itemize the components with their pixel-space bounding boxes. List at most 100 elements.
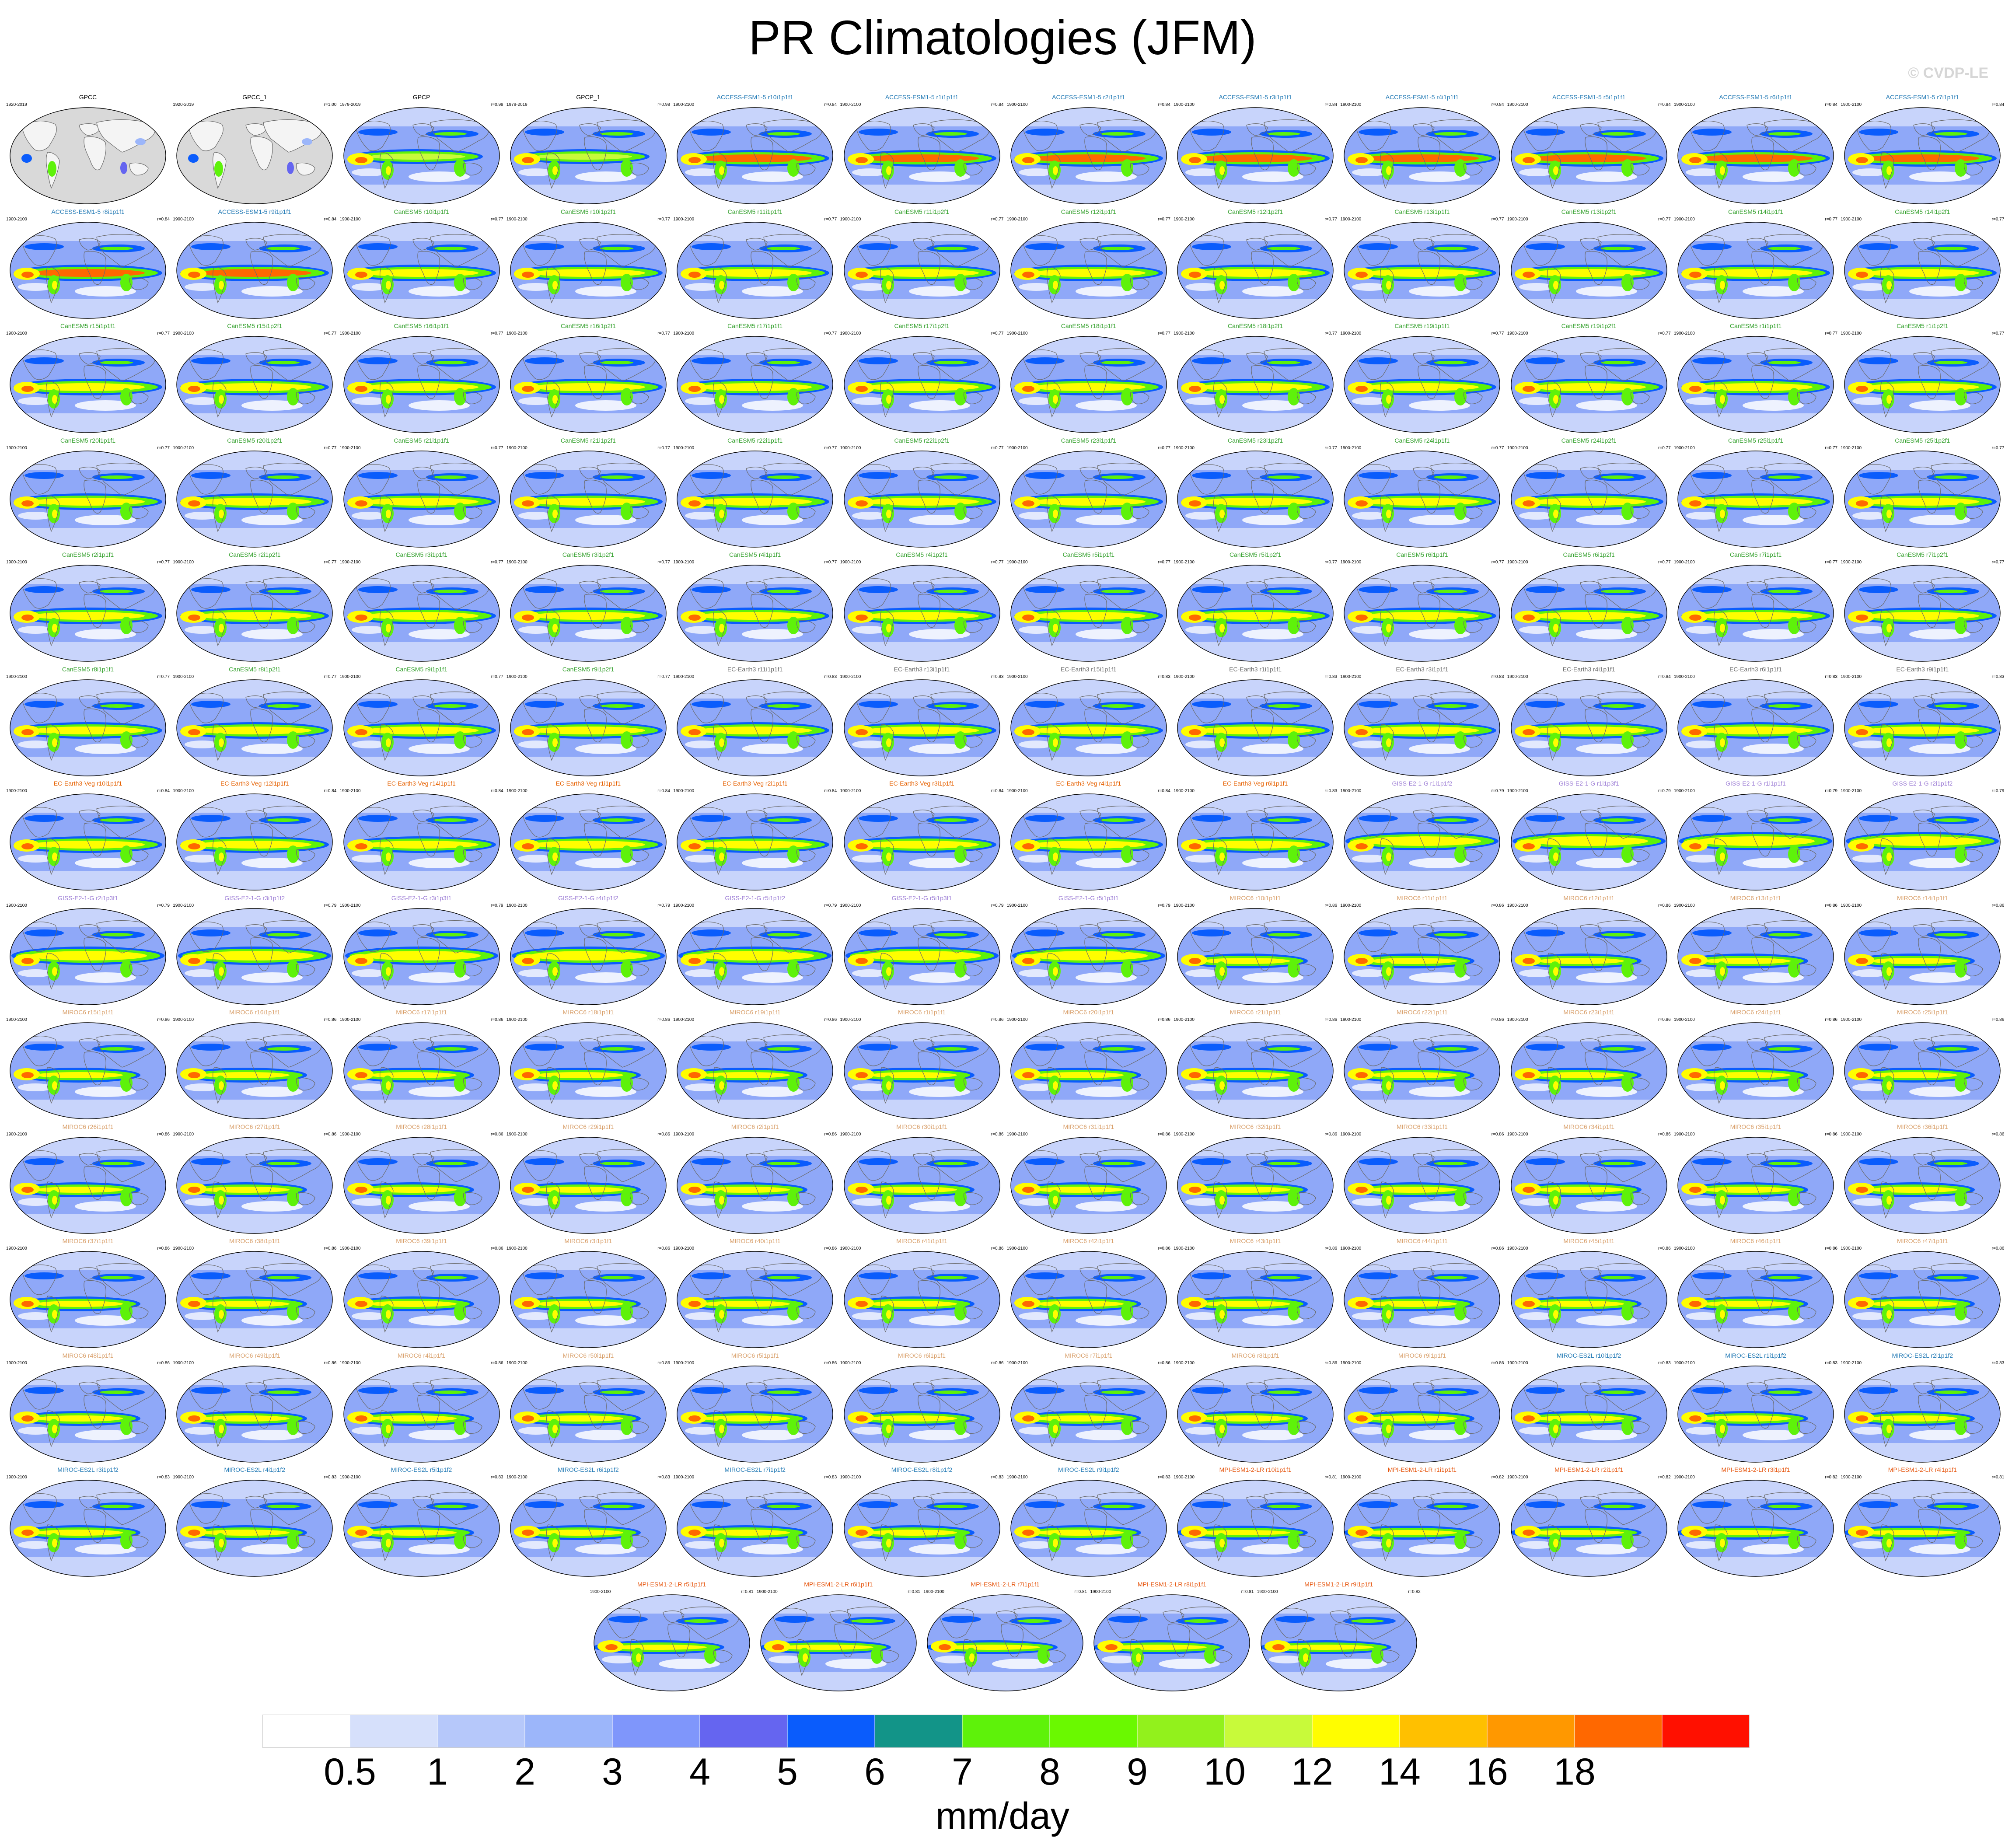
panel-title: ACCESS-ESM1-5 r6i1p1f1 <box>1719 94 1792 101</box>
precip-map <box>1844 565 2001 662</box>
panel-years: 1900-2100 <box>506 674 527 679</box>
panel-correlation: r=0.77 <box>490 331 503 336</box>
panel-years: 1900-2100 <box>6 1017 27 1022</box>
panel-correlation: r=0.77 <box>1658 560 1671 565</box>
panel-correlation: r=0.82 <box>1658 1475 1671 1480</box>
panel-title: MPI-ESM1-2-LR r10i1p1f1 <box>1219 1466 1292 1473</box>
panel-title: GISS-E2-1-G r2i1p3f1 <box>58 894 118 901</box>
panel-title: GPCC <box>79 94 97 101</box>
precip-map <box>1010 679 1167 776</box>
map-panel: ACCESS-ESM1-5 r2i1p1f1 1900-2100 r=0.84 <box>1006 94 1171 208</box>
precip-map <box>677 221 833 319</box>
colorbar-tick-label: 7 <box>952 1751 973 1793</box>
map-panel: CanESM5 r15i1p2f1 1900-2100 r=0.77 <box>172 322 337 437</box>
panel-title: CanESM5 r4i1p2f1 <box>896 551 948 558</box>
precip-map <box>1010 1022 1167 1119</box>
map-panel: CanESM5 r14i1p2f1 1900-2100 r=0.77 <box>1840 208 2005 323</box>
panel-title: CanESM5 r21i1p1f1 <box>394 437 449 444</box>
panel-years: 1900-2100 <box>1507 789 1528 793</box>
map-panel: MIROC6 r21i1p1f1 1900-2100 r=0.86 <box>1173 1009 1338 1123</box>
panel-correlation: r=0.86 <box>1324 1132 1338 1137</box>
panel-title: MIROC6 r42i1p1f1 <box>1063 1237 1114 1244</box>
panel-correlation: r=0.86 <box>490 1246 503 1251</box>
panel-correlation: r=0.81 <box>1324 1475 1338 1480</box>
precip-map <box>176 679 333 776</box>
panel-title: EC-Earth3-Veg r1i1p1f1 <box>555 780 621 787</box>
panel-title: CanESM5 r13i1p1f1 <box>1394 208 1450 215</box>
panel-years: 1900-2100 <box>1841 1246 1862 1251</box>
precip-map <box>843 221 1000 319</box>
panel-years: 1900-2100 <box>1006 1360 1028 1366</box>
panel-title: CanESM5 r7i1p1f1 <box>1729 551 1782 558</box>
map-panel: CanESM5 r20i1p1f1 1900-2100 r=0.77 <box>5 437 171 552</box>
precip-map <box>1177 1022 1334 1119</box>
panel-correlation: r=0.86 <box>157 1132 170 1137</box>
copyright-watermark: © CVDP-LE <box>1908 65 1988 81</box>
panel-title: CanESM5 r5i1p1f1 <box>1062 551 1114 558</box>
precip-map <box>510 565 667 662</box>
panel-correlation: r=0.77 <box>1658 331 1671 336</box>
panel-title: MPI-ESM1-2-LR r1i1p1f1 <box>1387 1466 1457 1473</box>
precip-map <box>1344 1022 1501 1119</box>
precip-map <box>1261 1594 1417 1691</box>
panel-years: 1900-2100 <box>339 217 361 222</box>
precip-map <box>1010 450 1167 548</box>
panel-years: 1900-2100 <box>1174 1475 1195 1480</box>
panel-years: 1900-2100 <box>339 674 361 679</box>
map-panel: MIROC6 r23i1p1f1 1900-2100 r=0.86 <box>1506 1009 1672 1123</box>
panel-years: 1900-2100 <box>1257 1589 1278 1594</box>
map-panel: MIROC6 r32i1p1f1 1900-2100 r=0.86 <box>1173 1123 1338 1238</box>
map-panel: CanESM5 r21i1p2f1 1900-2100 r=0.77 <box>506 437 671 552</box>
panel-correlation: r=0.79 <box>1158 903 1170 908</box>
precip-map <box>10 107 166 204</box>
panel-title: CanESM5 r5i1p2f1 <box>1229 551 1282 558</box>
colorbar-swatch <box>1224 1715 1313 1748</box>
colorbar-swatch <box>437 1715 525 1748</box>
map-panel: CanESM5 r14i1p1f1 1900-2100 r=0.77 <box>1673 208 1838 323</box>
panel-correlation: r=0.83 <box>824 1475 837 1480</box>
map-panel: ACCESS-ESM1-5 r10i1p1f1 1900-2100 r=0.84 <box>672 94 838 208</box>
panel-years: 1900-2100 <box>840 1017 861 1022</box>
precip-map <box>1844 679 2001 776</box>
map-panel: MIROC-ES2L r3i1p1f2 1900-2100 r=0.83 <box>5 1466 171 1581</box>
panel-years: 1900-2100 <box>1006 331 1028 336</box>
precip-map <box>176 1365 333 1463</box>
panel-years: 1900-2100 <box>506 1132 527 1137</box>
panel-title: CanESM5 r19i1p2f1 <box>1561 322 1617 329</box>
panel-correlation: r=0.77 <box>157 445 170 451</box>
precip-map <box>1677 565 1834 662</box>
panel-correlation: r=0.77 <box>324 560 337 565</box>
precip-map <box>510 450 667 548</box>
panel-correlation: r=0.77 <box>324 674 337 679</box>
precip-map <box>510 1022 667 1119</box>
panel-years: 1900-2100 <box>1841 903 1862 908</box>
panel-years: 1900-2100 <box>1006 445 1028 451</box>
panel-correlation: r=0.79 <box>1991 789 2005 793</box>
colorbar-tick-label: 4 <box>689 1751 710 1793</box>
panel-years: 1900-2100 <box>1340 217 1362 222</box>
precip-map <box>677 679 833 776</box>
panel-title: EC-Earth3 r11i1p1f1 <box>727 665 783 673</box>
panel-title: MIROC-ES2L r7i1p1f2 <box>724 1466 786 1473</box>
panel-years: 1900-2100 <box>1674 1360 1695 1366</box>
map-panel: EC-Earth3 r11i1p1f1 1900-2100 r=0.83 <box>672 666 838 780</box>
panel-title: MIROC6 r50i1p1f1 <box>562 1352 614 1359</box>
panel-title: ACCESS-ESM1-5 r4i1p1f1 <box>1385 94 1459 101</box>
precip-map <box>1510 679 1667 776</box>
panel-years: 1900-2100 <box>673 1360 695 1366</box>
panel-correlation: r=0.79 <box>991 903 1004 908</box>
precip-map <box>843 1365 1000 1463</box>
precip-map <box>1844 1136 2001 1234</box>
panel-correlation: r=0.81 <box>1991 1475 2005 1480</box>
panel-correlation: r=0.81 <box>741 1589 754 1594</box>
map-panel: ACCESS-ESM1-5 r3i1p1f1 1900-2100 r=0.84 <box>1173 94 1338 208</box>
panel-correlation: r=0.77 <box>157 674 170 679</box>
map-panel: MIROC6 r1i1p1f1 1900-2100 r=0.86 <box>839 1009 1005 1123</box>
panel-correlation: r=0.84 <box>157 789 170 793</box>
panel-title: MIROC6 r25i1p1f1 <box>1897 1009 1948 1016</box>
panel-years: 1900-2100 <box>1841 331 1862 336</box>
panel-title: MIROC6 r17i1p1f1 <box>396 1009 447 1016</box>
panel-title: ACCESS-ESM1-5 r8i1p1f1 <box>51 208 125 215</box>
panel-correlation: r=0.77 <box>991 445 1004 451</box>
panel-title: CanESM5 r1i1p2f1 <box>1897 322 1949 329</box>
